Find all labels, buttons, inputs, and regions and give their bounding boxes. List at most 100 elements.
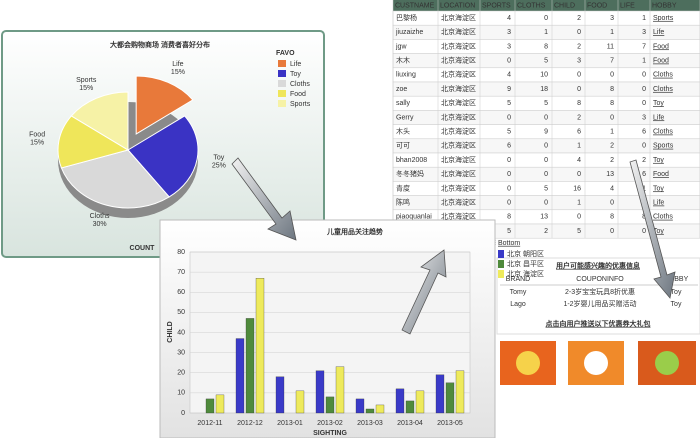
table-cell: 0	[610, 114, 614, 121]
x-tick-label: 2012-11	[197, 420, 222, 427]
coupon-image-art	[655, 351, 679, 375]
pie-panel: 大都会购物商场 消费者喜好分布COUNTLife15%Toy25%Cloths3…	[1, 30, 325, 258]
table-cell: 1	[577, 143, 581, 150]
customer-table: CUSTNAME LOCATION SPORTS CLOTHS CHILD FOOD LIF…	[368, 0, 700, 247]
table-header-bg	[393, 0, 700, 11]
arrow	[401, 249, 447, 335]
coupon-cell: 1-2岁婴儿用品买赠活动	[563, 299, 636, 308]
table-cell: 0	[610, 228, 614, 235]
table-cell: zoe	[396, 86, 407, 93]
table-cell: 0	[642, 143, 646, 150]
table-cell: 0	[642, 100, 646, 107]
y-axis-label: CHILD	[167, 321, 174, 342]
pager-link[interactable]: Bottom	[498, 240, 520, 247]
table-cell: 8	[610, 86, 614, 93]
hobby-link[interactable]: Toy	[653, 185, 664, 192]
pie-slice	[60, 149, 170, 209]
x-tick-label: 2013-02	[317, 420, 343, 427]
hobby-link[interactable]: Sports	[653, 15, 674, 22]
coupon-link[interactable]: 点击向用户推送以下优惠券大礼包	[546, 319, 651, 328]
table-cell: 5	[544, 185, 548, 192]
hobby-link[interactable]: Life	[653, 29, 664, 36]
table-cell: 2	[610, 157, 614, 164]
table-cell: 2	[610, 143, 614, 150]
hobby-link[interactable]: Cloths	[653, 214, 673, 221]
table-cell: 北京海淀区	[441, 155, 476, 164]
table-cell: 7	[610, 58, 614, 65]
legend-label: Sports	[290, 101, 311, 108]
table-header: LOCATION	[440, 2, 475, 9]
table-cell: 0	[544, 114, 548, 121]
hobby-link[interactable]: Cloths	[653, 129, 673, 136]
table-cell: 1	[642, 15, 646, 22]
coupon-image-art	[584, 351, 608, 375]
bar	[355, 398, 365, 414]
table-cell: 可可	[396, 142, 410, 150]
table-cell: 0	[507, 157, 511, 164]
table-cell: 0	[544, 171, 548, 178]
table-cell: 0	[577, 29, 581, 36]
table-cell: 1	[642, 58, 646, 65]
table-cell: 6	[642, 129, 646, 136]
hobby-link[interactable]: Food	[653, 58, 669, 65]
bar	[315, 370, 325, 414]
hobby-link[interactable]: Sports	[653, 143, 674, 150]
pie-slice	[57, 115, 130, 169]
table-header: HOBBY	[652, 2, 677, 9]
x-tick-label: 2013-05	[437, 420, 463, 427]
table-header: LIFE	[620, 2, 635, 9]
coupon-title: 用户可能感兴趣的优惠信息	[556, 261, 640, 270]
hobby-link[interactable]: Cloths	[653, 72, 673, 79]
y-tick-label: 0	[181, 410, 185, 417]
hobby-link[interactable]: Cloths	[653, 86, 673, 93]
table-cell: 1	[577, 200, 581, 207]
table-cell: 0	[544, 143, 548, 150]
hobby-link[interactable]: Food	[653, 171, 669, 178]
hobby-link[interactable]: Food	[653, 43, 669, 50]
table-cell: 0	[507, 171, 511, 178]
table-cell: 13	[606, 171, 614, 178]
table-cell: 北京海淀区	[441, 198, 476, 207]
x-tick-label: 2012-12	[237, 420, 263, 427]
table-cell: 0	[610, 200, 614, 207]
table-header: CUSTNAME	[395, 2, 435, 9]
coupon-header: COUPONINFO	[576, 276, 624, 283]
bar	[455, 370, 465, 414]
table-cell: 0	[642, 86, 646, 93]
table-cell: 冬冬猪妈	[396, 169, 424, 178]
table-cell: 北京海淀区	[441, 169, 476, 178]
table-cell: 8	[610, 100, 614, 107]
slice-label: Life	[172, 61, 183, 68]
pie-slice	[127, 115, 199, 198]
table-cell: 0	[544, 200, 548, 207]
table-cell: 5	[507, 228, 511, 235]
table-cell: 1	[610, 29, 614, 36]
legend-swatch	[498, 250, 504, 258]
hobby-link[interactable]: Toy	[653, 157, 664, 164]
bar	[325, 396, 335, 414]
coupon-cell: Tomy	[510, 289, 527, 296]
table-cell: 0	[544, 15, 548, 22]
y-tick-label: 60	[177, 289, 185, 296]
table-cell: 2	[577, 114, 581, 121]
table-cell: 巴黎杨	[396, 13, 417, 22]
table-cell: 3	[577, 58, 581, 65]
slice-label: Cloths	[90, 213, 110, 220]
table-cell: 北京海淀区	[441, 70, 476, 79]
legend-title: FAVO	[276, 50, 295, 57]
arrow	[629, 159, 676, 299]
table-cell: 0	[507, 114, 511, 121]
y-tick-label: 50	[177, 309, 185, 316]
hobby-link[interactable]: Toy	[653, 228, 664, 235]
hobby-link[interactable]: Life	[653, 114, 664, 121]
table-cell: 北京海淀区	[441, 27, 476, 36]
table-cell: 陈鸣	[396, 198, 410, 207]
table-cell: 8	[610, 214, 614, 221]
coupon-header: HOBBY	[664, 276, 689, 283]
hobby-link[interactable]: Toy	[653, 100, 664, 107]
table-cell: 北京海淀区	[441, 98, 476, 107]
hobby-link[interactable]: Life	[653, 200, 664, 207]
table-cell: 1	[610, 129, 614, 136]
legend-label: 北京 昌平区	[507, 259, 544, 268]
